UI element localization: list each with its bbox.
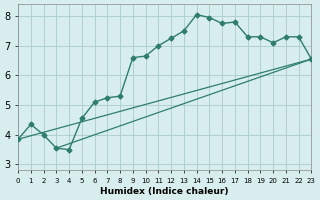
X-axis label: Humidex (Indice chaleur): Humidex (Indice chaleur) [100,187,229,196]
